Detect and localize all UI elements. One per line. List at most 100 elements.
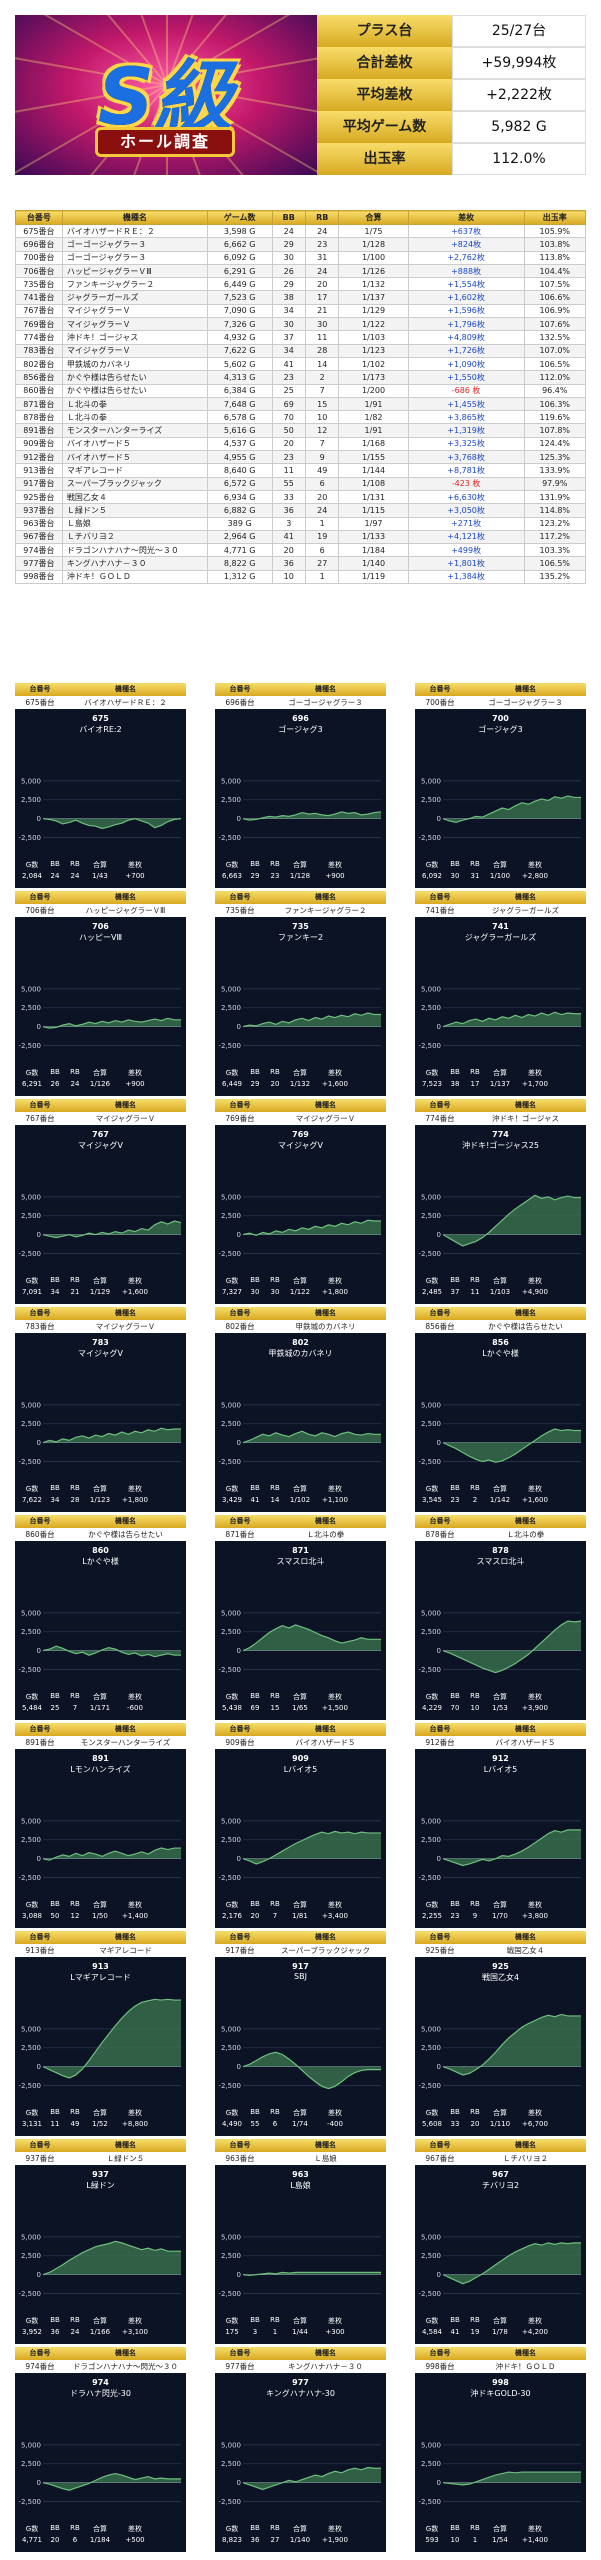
machine-card[interactable]: 台番号 機種名 977番台 キングハナハナ－３０ 977 キングハナハナ-30 5,000 2…: [215, 2347, 386, 2552]
machine-card[interactable]: 台番号 機種名 735番台 ファンキージャグラー２ 735 ファンキー2 5,000 2,50…: [215, 891, 386, 1096]
chart-machine-name: Lかぐや様: [482, 1349, 519, 1358]
footer-label: 差枚: [328, 861, 342, 869]
machine-card[interactable]: 台番号 機種名 912番台 バイオハザード５ 912 Lバイオ5 5,000 2,500 0 -2…: [415, 1723, 586, 1928]
card-footer: G数 2,084 BB 24 RB 24 合算 1/43 差枚 +700: [15, 855, 186, 888]
machine-card[interactable]: 台番号 機種名 856番台 かぐや様は告らせたい 856 Lかぐや様 5,000 2,500 0…: [415, 1307, 586, 1512]
table-cell: 132.5%: [523, 330, 587, 345]
card-title-row: 917番台 スーパーブラックジャック: [215, 1944, 386, 1957]
card-header: 台番号 機種名: [415, 1307, 586, 1320]
machine-card[interactable]: 台番号 機種名 974番台 ドラゴンハナハナ～閃光～３０ 974 ドラハナ閃光-30 5,0…: [15, 2347, 186, 2552]
table-cell: 878番台: [15, 410, 63, 425]
footer-label: G数: [25, 2317, 39, 2325]
chart-machine-name: Lバイオ5: [483, 1765, 518, 1774]
footer-value: 1/137: [489, 1080, 511, 1088]
table-row: 878番台 Ｌ北斗の拳 6,578 G 70 10 1/82 +3,865枚 119.6%: [15, 410, 587, 425]
slump-line: [42, 1427, 181, 1444]
footer-value: +1,500: [322, 1704, 348, 1712]
y-tick-label: 5,000: [421, 777, 441, 785]
table-cell: 106.5%: [523, 556, 587, 571]
table-cell: 36: [271, 503, 306, 518]
slump-area: [443, 2014, 581, 2075]
footer-value: 1/74: [292, 2120, 308, 2128]
footer-value: 41: [250, 1496, 260, 1504]
table-cell: 8,822 G: [206, 556, 273, 571]
table-cell: 998番台: [15, 569, 63, 585]
machine-card[interactable]: 台番号 機種名 909番台 バイオハザード５ 909 Lバイオ5 5,000 2,500 0 -2…: [215, 1723, 386, 1928]
card-head-num-label: 台番号: [229, 2141, 251, 2149]
machine-card[interactable]: 台番号 機種名 967番台 Ｌチバリヨ２ 967 チバリヨ2 5,000 2,500 0 -2,5…: [415, 2139, 586, 2344]
card-machine-name: かぐや様は告らせたい: [88, 1530, 163, 1539]
machine-card[interactable]: 台番号 機種名 878番台 Ｌ北斗の拳 878 スマスロ北斗 5,000 2,500 0 -2,5…: [415, 1515, 586, 1720]
machine-card[interactable]: 台番号 機種名 871番台 Ｌ北斗の拳 871 スマスロ北斗 5,000 2,500 0 -2,5…: [215, 1515, 386, 1720]
table-cell: 2,964 G: [206, 529, 273, 545]
machine-card[interactable]: 台番号 機種名 802番台 甲鉄城のカバネリ 802 甲鉄城のカバネリ 5,000 2,500…: [215, 1307, 386, 1512]
footer-label: BB: [250, 1484, 260, 1492]
slump-line: [442, 2013, 581, 2076]
table-cell: 33: [271, 489, 306, 505]
footer-label: 差枚: [528, 2317, 542, 2325]
machine-card[interactable]: 台番号 機種名 696番台 ゴーゴージャグラー３ 696 ゴージャグ3 5,000 2,500…: [215, 683, 386, 888]
stat-label: 平均ゲーム数: [317, 111, 452, 143]
table-cell: 6,291 G: [206, 263, 273, 279]
y-tick-label: 5,000: [421, 1401, 441, 1409]
footer-value: +1,700: [522, 1080, 548, 1088]
table-cell: 7,326 G: [206, 317, 273, 332]
footer-label: RB: [70, 2108, 80, 2116]
machine-card[interactable]: 台番号 機種名 675番台 バイオハザードＲＥ：２ 675 バイオRE:2 5,000 2,5…: [15, 683, 186, 888]
footer-label: RB: [70, 1692, 80, 1700]
slump-graph: 5,000 2,500 0 -2,500: [418, 777, 581, 842]
card-title-row: 783番台 マイジャグラーＶ: [15, 1320, 186, 1333]
footer-label: RB: [470, 2108, 480, 2116]
machine-card[interactable]: 台番号 機種名 700番台 ゴーゴージャグラー３ 700 ゴージャグ3 5,000 2,500…: [415, 683, 586, 888]
footer-value: 7,091: [21, 1288, 43, 1296]
machine-card[interactable]: 台番号 機種名 913番台 マギアレコード 913 Lマギアレコード 5,000 2,500 0…: [15, 1931, 186, 2136]
card-title-row: 963番台 Ｌ島娘: [215, 2152, 386, 2165]
machine-card[interactable]: 台番号 機種名 963番台 Ｌ島娘 963 L島娘 5,000 2,500 0 -2,500 G数 1…: [215, 2139, 386, 2344]
machine-card[interactable]: 台番号 機種名 937番台 Ｌ緑ドン５ 937 L緑ドン 5,000 2,500 0 -2,500…: [15, 2139, 186, 2344]
card-machine-name: Ｌ北斗の拳: [306, 1530, 345, 1539]
machine-card[interactable]: 台番号 機種名 917番台 スーパーブラックジャック 917 SBJ 5,000 2,500 0…: [215, 1931, 386, 2136]
table-cell: 6,449 G: [206, 277, 273, 292]
hero-banner: S級 ホール調査 プラス台 25/27台 合計差枚 +59,994枚 平均差枚 +2,22…: [15, 15, 586, 175]
machine-card[interactable]: 台番号 機種名 925番台 戦国乙女４ 925 戦国乙女4 5,000 2,500 0 -2,50…: [415, 1931, 586, 2136]
footer-label: BB: [450, 1900, 460, 1908]
y-tick-label: 0: [237, 1023, 241, 1031]
machine-card[interactable]: 台番号 機種名 860番台 かぐや様は告らせたい 860 Lかぐや様 5,000 2,500 0…: [15, 1515, 186, 1720]
table-cell: Ｌチバリヨ２: [61, 529, 208, 545]
footer-label: BB: [50, 860, 60, 868]
machine-card[interactable]: 台番号 機種名 706番台 ハッピージャグラーＶⅢ 706 ハッピーVⅢ 5,000 2,50…: [15, 891, 186, 1096]
card-machine-name: バイオハザード５: [495, 1738, 556, 1747]
table-cell: 974番台: [15, 543, 63, 558]
footer-value: 3,952: [21, 2328, 43, 2336]
footer-value: +3,100: [122, 2328, 148, 2336]
y-tick-label: 0: [437, 1647, 441, 1655]
machine-card[interactable]: 台番号 機種名 783番台 マイジャグラーＶ 783 マイジャグV 5,000 2,500 0 -…: [15, 1307, 186, 1512]
footer-value: 3: [252, 2328, 258, 2336]
machine-card[interactable]: 台番号 機種名 769番台 マイジャグラーＶ 769 マイジャグV 5,000 2,500 0 -…: [215, 1099, 386, 1304]
y-tick-label: -2,500: [218, 1042, 241, 1050]
card-header: 台番号 機種名: [215, 2347, 386, 2360]
footer-label: 合算: [93, 861, 107, 869]
footer-value: 34: [50, 1496, 60, 1504]
footer-label: RB: [70, 2316, 80, 2324]
table-cell: 1/75: [338, 223, 409, 239]
card-machine-name: ハッピージャグラーＶⅢ: [85, 906, 166, 915]
machine-card[interactable]: 台番号 機種名 767番台 マイジャグラーＶ 767 マイジャグV 5,000 2,500 0 -…: [15, 1099, 186, 1304]
y-tick-label: 0: [437, 2063, 441, 2071]
table-cell: 1/131: [338, 489, 409, 505]
machine-card[interactable]: 台番号 機種名 998番台 沖ドキ！ＧＯＬＤ 998 沖ドキGOLD-30 5,000 2,5…: [415, 2347, 586, 2552]
footer-label: RB: [470, 2524, 480, 2532]
card-footer: G数 4,771 BB 20 RB 6 合算 1/184 差枚 +500: [15, 2519, 186, 2552]
chart-machine-name: ゴージャグ3: [478, 725, 523, 734]
table-row: 871番台 Ｌ北斗の拳 7,648 G 69 15 1/91 +1,455枚 106.3%: [15, 396, 587, 412]
card-head-num-label: 台番号: [229, 685, 251, 693]
machine-card[interactable]: 台番号 機種名 741番台 ジャグラーガールズ 741 ジャグラーガールズ 5,000 2,5…: [415, 891, 586, 1096]
table-cell: +1,384枚: [407, 569, 525, 585]
table-cell: 389 G: [206, 516, 273, 531]
footer-label: 合算: [493, 1485, 507, 1493]
machine-card[interactable]: 台番号 機種名 891番台 モンスターハンターライズ 891 Lモンハンライズ 5,000 2…: [15, 1723, 186, 1928]
slump-line: [42, 1017, 181, 1029]
footer-label: 差枚: [328, 2317, 342, 2325]
card-head-name-label: 機種名: [315, 1101, 336, 1109]
machine-card[interactable]: 台番号 機種名 774番台 沖ドキ！ゴージャス 774 沖ドキ!ゴージャス25 5,000 2…: [415, 1099, 586, 1304]
